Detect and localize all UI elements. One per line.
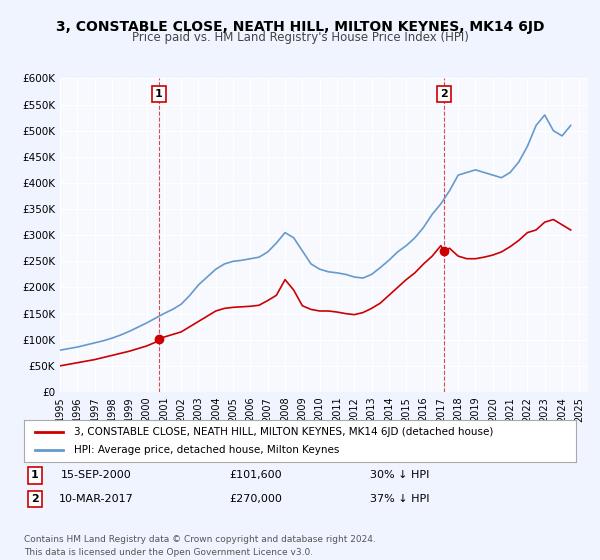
Text: 3, CONSTABLE CLOSE, NEATH HILL, MILTON KEYNES, MK14 6JD: 3, CONSTABLE CLOSE, NEATH HILL, MILTON K… (56, 20, 544, 34)
Text: £270,000: £270,000 (229, 494, 282, 504)
Text: 2: 2 (31, 494, 39, 504)
Text: 10-MAR-2017: 10-MAR-2017 (58, 494, 133, 504)
Text: 1: 1 (155, 89, 163, 99)
Text: £101,600: £101,600 (230, 470, 282, 480)
Text: 2: 2 (440, 89, 448, 99)
Text: Contains HM Land Registry data © Crown copyright and database right 2024.: Contains HM Land Registry data © Crown c… (24, 535, 376, 544)
Text: 1: 1 (31, 470, 39, 480)
Text: 3, CONSTABLE CLOSE, NEATH HILL, MILTON KEYNES, MK14 6JD (detached house): 3, CONSTABLE CLOSE, NEATH HILL, MILTON K… (74, 427, 493, 437)
Text: 30% ↓ HPI: 30% ↓ HPI (370, 470, 429, 480)
Text: Price paid vs. HM Land Registry's House Price Index (HPI): Price paid vs. HM Land Registry's House … (131, 31, 469, 44)
Text: This data is licensed under the Open Government Licence v3.0.: This data is licensed under the Open Gov… (24, 548, 313, 557)
Text: HPI: Average price, detached house, Milton Keynes: HPI: Average price, detached house, Milt… (74, 445, 339, 455)
Text: 15-SEP-2000: 15-SEP-2000 (61, 470, 131, 480)
Text: 37% ↓ HPI: 37% ↓ HPI (370, 494, 429, 504)
